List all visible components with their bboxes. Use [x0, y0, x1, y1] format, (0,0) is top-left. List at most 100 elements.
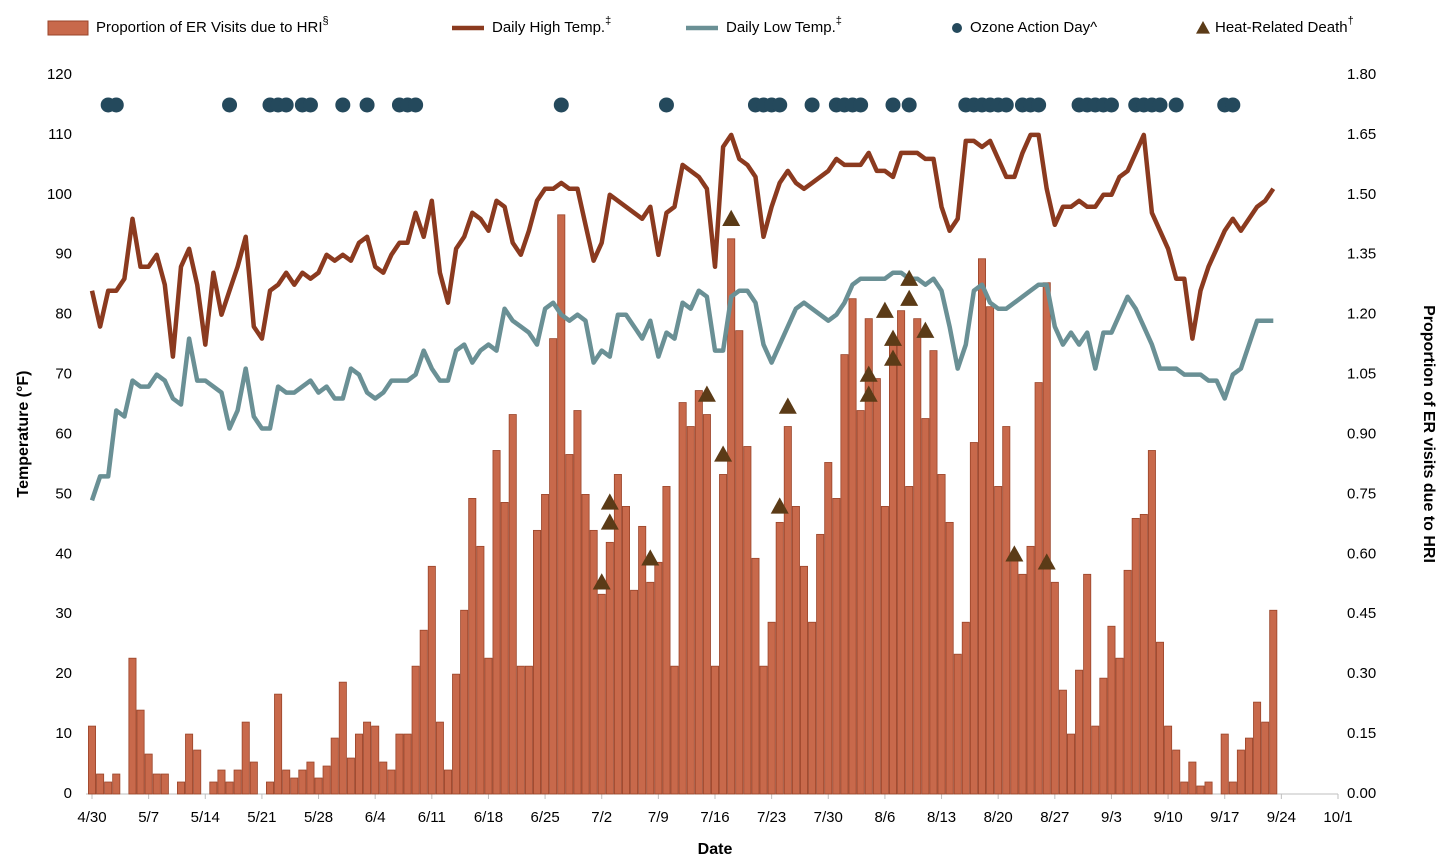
marker — [302, 97, 318, 113]
bar — [808, 621, 817, 795]
bar — [225, 781, 234, 795]
bar — [751, 557, 760, 795]
bar — [678, 402, 687, 795]
bar — [298, 769, 307, 795]
x-tick-label: 4/30 — [77, 809, 106, 826]
x-tick-label: 6/18 — [474, 809, 503, 826]
bar — [346, 757, 355, 795]
bar — [969, 442, 978, 795]
bar — [775, 521, 784, 795]
marker — [1037, 553, 1056, 570]
bar — [1139, 513, 1148, 795]
legend-swatch — [952, 23, 962, 33]
y-tick-label: 30 — [55, 605, 72, 622]
bar — [468, 498, 477, 795]
bar — [265, 781, 274, 795]
bar — [800, 565, 809, 795]
bar — [897, 310, 906, 795]
bar — [622, 505, 631, 795]
x-tick-label: 5/28 — [304, 809, 333, 826]
bar — [541, 494, 550, 795]
bar — [929, 350, 938, 795]
y-tick-label: 120 — [47, 66, 72, 83]
bar — [136, 709, 145, 795]
marker — [359, 97, 375, 113]
legend-name: Daily High Temp. — [492, 19, 605, 36]
bar — [176, 781, 185, 795]
marker — [697, 385, 716, 402]
y2-tick-label: 0.90 — [1347, 425, 1376, 442]
bar — [597, 593, 606, 795]
marker — [408, 97, 424, 113]
marker — [778, 397, 797, 414]
bar — [88, 725, 97, 795]
legend-note: § — [323, 15, 329, 27]
y2-tick-label: 1.50 — [1347, 186, 1376, 203]
legend-name: Proportion of ER Visits due to HRI — [96, 19, 323, 36]
bar — [185, 733, 194, 795]
y2-tick-label: 1.35 — [1347, 246, 1376, 263]
bar — [427, 565, 436, 795]
bar — [913, 318, 922, 795]
bar — [872, 378, 881, 795]
bar — [1034, 382, 1043, 795]
bar — [371, 725, 380, 795]
marker — [1031, 97, 1047, 113]
bar — [1123, 569, 1132, 795]
x-tick-label: 9/10 — [1153, 809, 1182, 826]
legend-name: Ozone Action Day^ — [970, 19, 1097, 36]
bar — [1236, 749, 1245, 795]
marker — [916, 321, 935, 338]
bar — [711, 665, 720, 795]
legend-note: ‡ — [605, 15, 611, 27]
x-tick-label: 5/14 — [191, 809, 220, 826]
x-tick-label: 7/9 — [648, 809, 669, 826]
legend-swatch — [1196, 21, 1210, 34]
bar — [435, 721, 444, 795]
marker — [108, 97, 124, 113]
legend-label: Proportion of ER Visits due to HRI§ — [96, 15, 329, 36]
bar — [1245, 737, 1254, 795]
bar — [573, 410, 582, 795]
bar — [994, 486, 1003, 795]
marker — [722, 209, 741, 226]
bar — [217, 769, 226, 795]
legend-name: Heat-Related Death — [1215, 19, 1348, 36]
legend-item: Ozone Action Day^ — [952, 19, 1097, 36]
marker — [222, 97, 238, 113]
legend-note: † — [1348, 15, 1354, 27]
bar — [1172, 749, 1181, 795]
bar — [880, 505, 889, 795]
bar — [670, 665, 679, 795]
marker — [1168, 97, 1184, 113]
x-tick-label: 9/17 — [1210, 809, 1239, 826]
bar — [282, 769, 291, 795]
bar — [581, 494, 590, 795]
bar — [516, 665, 525, 795]
marker — [1103, 97, 1119, 113]
bar — [379, 761, 388, 795]
bar — [112, 773, 121, 795]
bar — [524, 665, 533, 795]
marker — [600, 513, 619, 530]
marker — [859, 365, 878, 382]
bar — [354, 733, 363, 795]
line — [89, 132, 1276, 359]
bar — [791, 505, 800, 795]
bar — [1115, 657, 1124, 795]
marker — [885, 97, 901, 113]
y-tick-label: 110 — [48, 126, 72, 143]
marker — [335, 97, 351, 113]
bar — [1018, 573, 1027, 795]
x-tick-label: 5/21 — [247, 809, 276, 826]
line — [89, 270, 1274, 502]
x-tick-label: 7/2 — [591, 809, 612, 826]
y2-tick-label: 0.00 — [1347, 785, 1376, 802]
x-tick-label: 10/1 — [1323, 809, 1352, 826]
legend-item: Proportion of ER Visits due to HRI§ — [47, 15, 329, 36]
marker — [900, 269, 919, 286]
bar — [1042, 282, 1051, 795]
bar — [630, 589, 639, 795]
x-tick-label: 6/4 — [365, 809, 386, 826]
